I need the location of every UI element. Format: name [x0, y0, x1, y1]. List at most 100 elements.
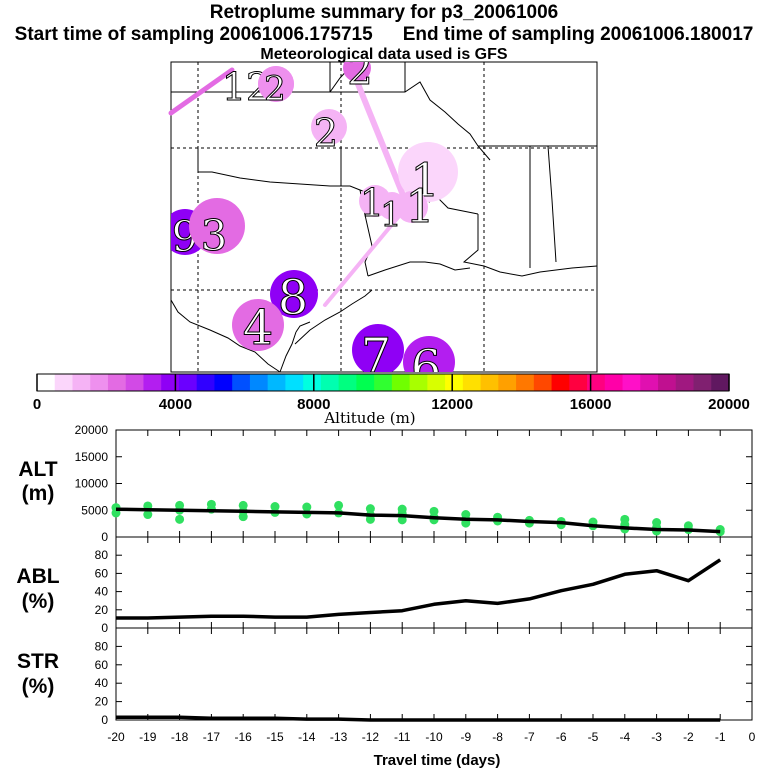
colorbar-swatch	[551, 374, 570, 391]
colorbar-tick-label: 0	[33, 396, 41, 413]
plume-marker-label: 3	[201, 211, 228, 260]
y-tick-label: 10000	[75, 477, 109, 491]
colorbar-swatch	[232, 374, 251, 391]
altitude-point	[365, 514, 375, 524]
x-tick-label: -10	[425, 730, 443, 744]
series-line-str	[116, 715, 721, 722]
colorbar-swatch	[374, 374, 393, 391]
plume-marker-label: 6	[411, 340, 442, 396]
colorbar-swatch	[90, 374, 109, 391]
panel-label: ALT	[18, 458, 57, 481]
x-tick-label: -14	[298, 730, 316, 744]
colorbar-tick-label: 16000	[570, 396, 612, 413]
x-tick-label: -18	[171, 730, 189, 744]
colorbar-swatch	[391, 374, 411, 391]
colorbar-swatch	[640, 374, 659, 391]
colorbar: 0 4000 8000 12000 16000 20000	[33, 373, 750, 413]
colorbar-swatch	[533, 374, 553, 391]
colorbar-swatch	[462, 374, 482, 391]
y-tick-label: 5000	[81, 503, 108, 517]
colorbar-swatch	[711, 374, 730, 391]
sampling-times: Start time of sampling 20061006.175715 En…	[0, 24, 768, 46]
colorbar-swatch	[675, 374, 695, 391]
colorbar-swatch	[427, 374, 446, 391]
x-tick-label: -7	[524, 730, 535, 744]
y-tick-label: 60	[95, 566, 109, 580]
x-tick-label: -1	[715, 730, 726, 744]
colorbar-swatch	[54, 374, 74, 391]
plume-marker-circle	[311, 109, 347, 145]
panel-label: ABL	[16, 565, 59, 588]
time-series-panels: ALT(m)05000100001500020000ABL(%)02040608…	[16, 423, 755, 744]
colorbar-swatch	[178, 374, 198, 391]
colorbar-tick-label: 8000	[297, 396, 330, 413]
plume-marker-circle	[396, 191, 428, 223]
colorbar-swatch	[143, 374, 162, 391]
plume-marker-label: 7	[361, 328, 392, 384]
end-time-label: End time of sampling 20061006.180017	[402, 24, 754, 45]
met-data-label: Meteorological data used is GFS	[260, 46, 508, 63]
y-tick-label: 0	[101, 713, 108, 727]
altitude-point	[334, 500, 344, 510]
chart-title: Retroplume summary for p3_20061006	[209, 2, 559, 23]
colorbar-swatch	[249, 374, 269, 391]
colorbar-swatch	[604, 374, 624, 391]
plume-marker-circle	[232, 299, 284, 351]
colorbar-axis-label: Altitude (m)	[323, 409, 415, 427]
colorbar-swatch	[622, 374, 641, 391]
panel-abl: ABL(%) 0 20 40 60 80	[16, 536, 753, 635]
panel-label: (m)	[22, 482, 55, 505]
y-tick-label: 40	[95, 676, 109, 690]
panel-label: STR	[17, 650, 59, 673]
colorbar-swatch	[569, 374, 588, 391]
colorbar-swatch	[267, 374, 287, 391]
y-tick-label: 15000	[75, 450, 109, 464]
colorbar-swatch	[693, 374, 712, 391]
x-tick-label: -20	[107, 730, 125, 744]
series-line-alt	[115, 507, 721, 534]
plume-marker-circle	[258, 66, 294, 102]
colorbar-swatch	[516, 374, 535, 391]
x-tick-label: -19	[139, 730, 157, 744]
panel-frame	[115, 536, 753, 629]
colorbar-swatch	[37, 374, 56, 391]
start-time-label: Start time of sampling 20061006.175715	[14, 24, 373, 45]
plume-marker-circle	[189, 198, 245, 254]
colorbar-swatch	[498, 374, 517, 391]
x-axis-label: Travel time (days)	[374, 752, 501, 768]
altitude-point	[175, 514, 185, 524]
y-tick-label: 0	[101, 621, 108, 635]
colorbar-swatch	[658, 374, 677, 391]
colorbar-swatch	[303, 374, 322, 391]
x-tick-label: -13	[330, 730, 348, 744]
altitude-point	[238, 512, 248, 522]
panel-frame	[115, 627, 753, 721]
colorbar-swatch	[320, 374, 340, 391]
plume-marker-label: 4	[243, 300, 274, 356]
panel-label: (%)	[22, 675, 55, 698]
x-tick-label: -15	[266, 730, 284, 744]
y-tick-label: 80	[95, 639, 109, 653]
colorbar-swatch	[409, 374, 428, 391]
x-tick-label: -11	[394, 730, 411, 744]
x-tick-label: -6	[556, 730, 567, 744]
y-tick-label: 40	[95, 585, 109, 599]
plume-marker-circle	[398, 142, 458, 202]
plume-marker-label: 2	[314, 111, 338, 155]
series-line-abl	[116, 558, 722, 620]
colorbar-swatch	[196, 374, 216, 391]
x-tick-label: 0	[749, 730, 756, 744]
colorbar-swatch	[161, 374, 180, 391]
x-tick-label: -8	[492, 730, 503, 744]
altitude-point	[143, 510, 153, 520]
colorbar-swatch	[107, 374, 127, 391]
y-tick-label: 20000	[75, 423, 109, 437]
panel-label: (%)	[22, 590, 55, 613]
colorbar-swatch	[338, 374, 357, 391]
altitude-point	[715, 527, 725, 537]
colorbar-tick-label: 20000	[708, 396, 750, 413]
